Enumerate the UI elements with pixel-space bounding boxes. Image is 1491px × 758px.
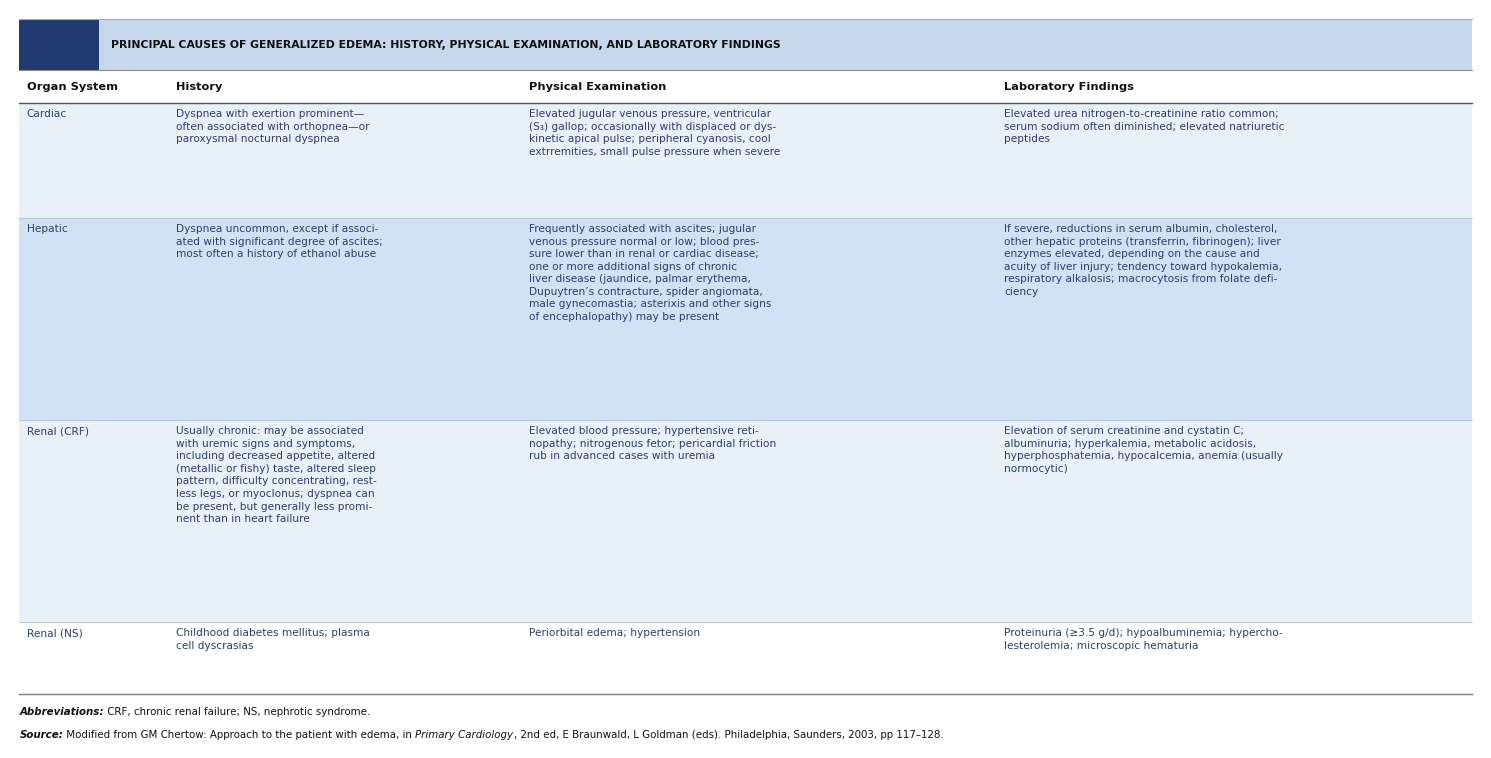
Text: Elevated urea nitrogen-to-creatinine ratio common;
serum sodium often diminished: Elevated urea nitrogen-to-creatinine rat… <box>1003 109 1285 144</box>
Text: Childhood diabetes mellitus; plasma
cell dyscrasias: Childhood diabetes mellitus; plasma cell… <box>176 628 370 651</box>
Text: Physical Examination: Physical Examination <box>529 82 666 92</box>
Text: Elevated blood pressure; hypertensive reti-
nopathy; nitrogenous fetor; pericard: Elevated blood pressure; hypertensive re… <box>529 426 777 462</box>
Text: Periorbital edema; hypertension: Periorbital edema; hypertension <box>529 628 701 638</box>
Text: Hepatic: Hepatic <box>27 224 67 234</box>
Text: Dyspnea with exertion prominent—
often associated with orthopnea—or
paroxysmal n: Dyspnea with exertion prominent— often a… <box>176 109 370 144</box>
Bar <box>19 218 1472 420</box>
Text: Renal (NS): Renal (NS) <box>27 628 82 638</box>
Text: Modified from GM Chertow: Approach to the patient with edema, in: Modified from GM Chertow: Approach to th… <box>63 730 416 740</box>
Text: , 2nd ed, E Braunwald, L Goldman (eds). Philadelphia, Saunders, 2003, pp 117–128: , 2nd ed, E Braunwald, L Goldman (eds). … <box>513 730 944 740</box>
Text: Renal (CRF): Renal (CRF) <box>27 426 88 437</box>
Bar <box>100 19 1472 70</box>
Text: Proteinuria (≥3.5 g/d); hypoalbuminemia; hypercho-
lesterolemia; microscopic hem: Proteinuria (≥3.5 g/d); hypoalbuminemia;… <box>1003 628 1282 651</box>
Bar <box>19 19 100 70</box>
Text: Primary Cardiology: Primary Cardiology <box>416 730 513 740</box>
Text: Elevation of serum creatinine and cystatin C;
albuminuria; hyperkalemia, metabol: Elevation of serum creatinine and cystat… <box>1003 426 1282 474</box>
Bar <box>19 622 1472 694</box>
Text: Organ System: Organ System <box>27 82 118 92</box>
Text: PRINCIPAL CAUSES OF GENERALIZED EDEMA: HISTORY, PHYSICAL EXAMINATION, AND LABORA: PRINCIPAL CAUSES OF GENERALIZED EDEMA: H… <box>112 39 781 50</box>
Text: Elevated jugular venous pressure, ventricular
(S₃) gallop; occasionally with dis: Elevated jugular venous pressure, ventri… <box>529 109 780 157</box>
Bar <box>19 103 1472 218</box>
Bar <box>19 420 1472 622</box>
Text: Usually chronic: may be associated
with uremic signs and symptoms,
including dec: Usually chronic: may be associated with … <box>176 426 377 524</box>
Text: Source:: Source: <box>19 730 63 740</box>
Text: Laboratory Findings: Laboratory Findings <box>1003 82 1133 92</box>
Text: Frequently associated with ascites; jugular
venous pressure normal or low; blood: Frequently associated with ascites; jugu… <box>529 224 771 322</box>
Text: Cardiac: Cardiac <box>27 109 67 119</box>
Text: CRF, chronic renal failure; NS, nephrotic syndrome.: CRF, chronic renal failure; NS, nephroti… <box>104 707 370 717</box>
Text: History: History <box>176 82 222 92</box>
Text: If severe, reductions in serum albumin, cholesterol,
other hepatic proteins (tra: If severe, reductions in serum albumin, … <box>1003 224 1282 297</box>
Text: Abbreviations:: Abbreviations: <box>19 707 104 717</box>
Text: Dyspnea uncommon, except if associ-
ated with significant degree of ascites;
mos: Dyspnea uncommon, except if associ- ated… <box>176 224 383 259</box>
Bar <box>19 70 1472 103</box>
